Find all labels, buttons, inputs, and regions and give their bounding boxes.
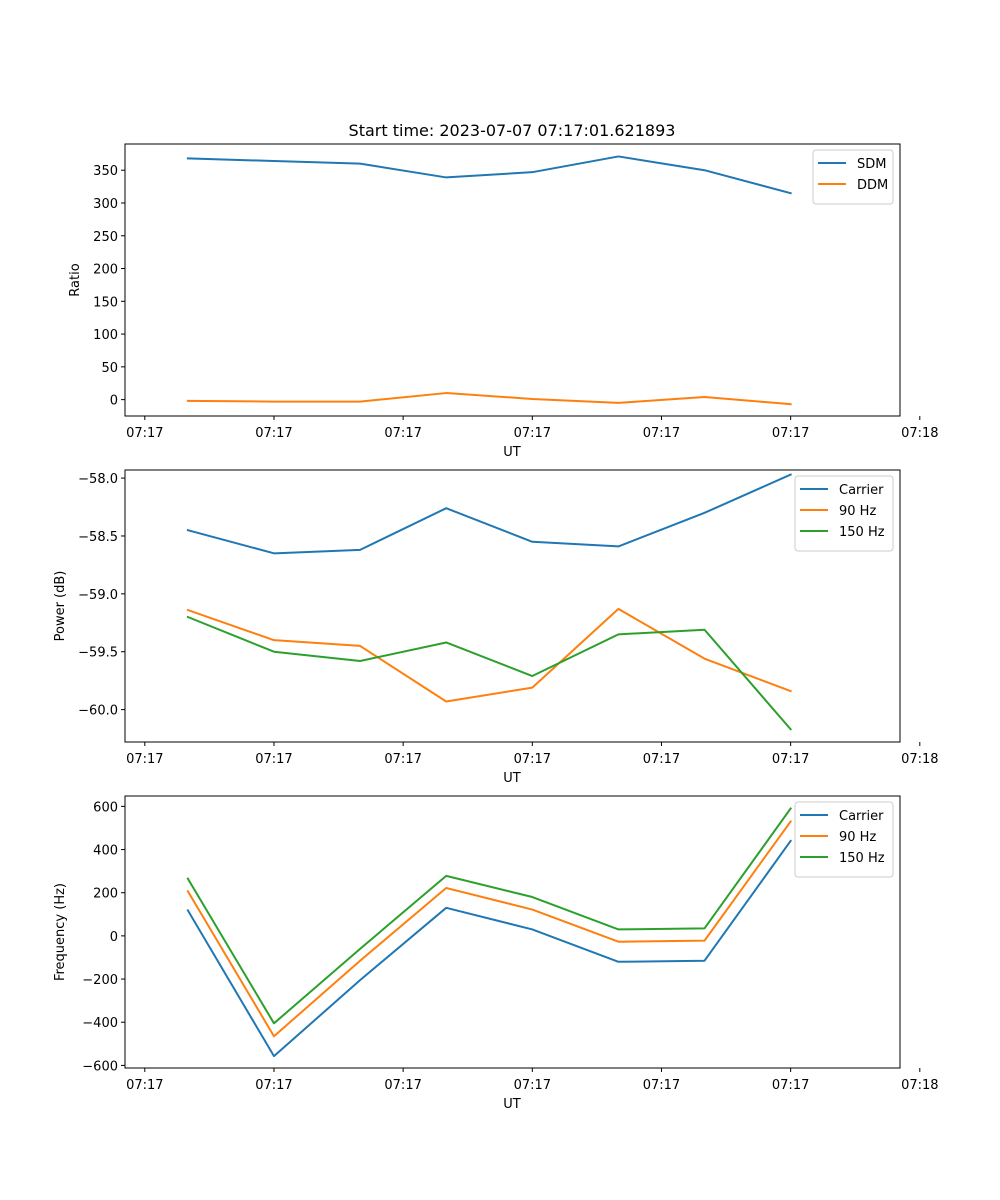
ratio-ytick-label: 250 (93, 230, 118, 245)
power-xtick-label: 07:18 (901, 752, 938, 767)
frequency-series-90-hz (186, 820, 793, 1038)
power-axes-frame (124, 469, 901, 743)
power-xtick-label: 07:17 (514, 752, 551, 767)
ratio-axes-frame (124, 143, 901, 417)
power-xtick-label: 07:17 (126, 752, 163, 767)
frequency-panel: −600 −400 −200 0 200 400 600 07:17 07:17 07:17 07:… (53, 795, 939, 1112)
frequency-ytick-label: 600 (93, 800, 118, 815)
ratio-legend-label: SDM (857, 157, 886, 172)
ratio-xlabel: UT (503, 445, 521, 460)
frequency-ylabel: Frequency (Hz) (53, 883, 68, 981)
ratio-ytick-label: 100 (93, 328, 118, 343)
power-series-90-hz (186, 607, 792, 703)
ratio-ytick-label: 150 (93, 295, 118, 310)
frequency-xtick-label: 07:17 (126, 1078, 163, 1093)
ratio-xtick-label: 07:17 (126, 426, 163, 441)
power-legend-label: 150 Hz (839, 525, 885, 540)
power-legend (794, 475, 894, 552)
ratio-ylabel: Ratio (68, 263, 83, 296)
power-xtick-label: 07:17 (772, 752, 809, 767)
frequency-xtick-label: 07:17 (514, 1078, 551, 1093)
frequency-legend (794, 801, 894, 878)
ratio-series-ddm (186, 392, 792, 406)
power-series-carrier (186, 473, 792, 555)
power-ytick-label: −60.0 (78, 704, 118, 719)
frequency-xlabel: UT (503, 1097, 521, 1112)
frequency-xtick-label: 07:17 (255, 1078, 292, 1093)
frequency-ytick-label: 0 (110, 930, 118, 945)
power-series-150-hz (186, 615, 793, 731)
frequency-xtick-label: 07:17 (772, 1078, 809, 1093)
power-ytick-label: −58.5 (78, 530, 118, 545)
figure-title: Start time: 2023-07-07 07:17:01.621893 (349, 121, 676, 140)
frequency-ytick-label: −600 (82, 1059, 118, 1074)
frequency-series-150-hz (186, 807, 793, 1025)
ratio-xtick-label: 07:18 (901, 426, 938, 441)
frequency-ytick-label: −400 (82, 1016, 118, 1031)
power-xlabel: UT (503, 771, 521, 786)
frequency-legend-label: 150 Hz (839, 851, 885, 866)
frequency-legend-label: 90 Hz (839, 830, 876, 845)
power-xtick-label: 07:17 (643, 752, 680, 767)
power-ylabel: Power (dB) (53, 571, 68, 642)
frequency-ytick-label: −200 (82, 973, 118, 988)
ratio-ytick-label: 50 (101, 361, 118, 376)
frequency-xtick-label: 07:17 (643, 1078, 680, 1093)
ratio-xtick-label: 07:17 (255, 426, 292, 441)
ratio-xtick-label: 07:17 (772, 426, 809, 441)
ratio-ytick-label: 0 (110, 394, 118, 409)
ratio-xtick-label: 07:17 (643, 426, 680, 441)
frequency-xtick-label: 07:18 (901, 1078, 938, 1093)
power-ytick-label: −58.0 (78, 472, 118, 487)
frequency-ytick-label: 400 (93, 844, 118, 859)
frequency-axes-frame (124, 795, 901, 1069)
frequency-xtick-label: 07:17 (384, 1078, 421, 1093)
ratio-xtick-label: 07:17 (514, 426, 551, 441)
power-xtick-label: 07:17 (384, 752, 421, 767)
ratio-panel: 0 50 100 150 200 250 300 350 07:17 07:17 07:17 07:1… (68, 143, 939, 460)
ratio-ytick-label: 300 (93, 197, 118, 212)
ratio-ytick-label: 350 (93, 164, 118, 179)
ratio-xtick-label: 07:17 (384, 426, 421, 441)
power-legend-label: 90 Hz (839, 504, 876, 519)
power-ytick-label: −59.5 (78, 646, 118, 661)
power-xtick-label: 07:17 (255, 752, 292, 767)
frequency-legend-label: Carrier (839, 809, 884, 824)
power-legend-label: Carrier (839, 483, 884, 498)
frequency-series-carrier (186, 839, 793, 1058)
ratio-series-sdm (186, 155, 792, 195)
ratio-legend-label: DDM (857, 178, 888, 193)
power-panel: −60.0 −59.5 −59.0 −58.5 −58.0 07:17 07:17 07:17… (53, 469, 939, 786)
power-ytick-label: −59.0 (78, 588, 118, 603)
ratio-ytick-label: 200 (93, 263, 118, 278)
frequency-ytick-label: 200 (93, 887, 118, 902)
